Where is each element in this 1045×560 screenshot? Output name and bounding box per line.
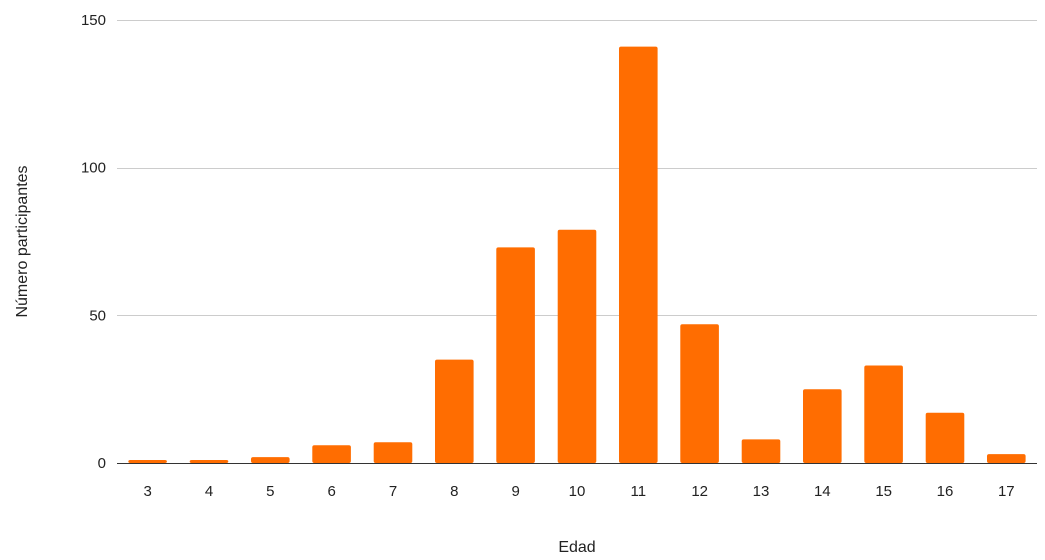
bar-14 — [803, 389, 842, 463]
bar-17 — [987, 454, 1026, 463]
bar-16 — [926, 413, 965, 463]
x-tick-label: 10 — [569, 483, 586, 500]
x-tick-label: 13 — [753, 483, 770, 500]
x-tick-label: 9 — [512, 483, 520, 500]
bar-4 — [190, 460, 229, 463]
y-axis-title: Número participantes — [14, 165, 31, 317]
x-tick-label: 14 — [814, 483, 831, 500]
bar-3 — [128, 460, 167, 463]
x-tick-label: 16 — [937, 483, 954, 500]
bar-5 — [251, 457, 290, 463]
y-tick-label: 100 — [81, 160, 106, 177]
x-tick-label: 17 — [998, 483, 1015, 500]
bar-8 — [435, 360, 474, 463]
x-tick-label: 8 — [450, 483, 458, 500]
bar-12 — [680, 324, 719, 463]
x-tick-label: 5 — [266, 483, 274, 500]
x-tick-label: 4 — [205, 483, 213, 500]
bar-7 — [374, 442, 413, 463]
y-tick-label: 0 — [98, 455, 106, 472]
x-tick-label: 3 — [144, 483, 152, 500]
x-tick-label: 11 — [631, 483, 647, 500]
x-tick-labels: 3 4 5 6 7 8 9 10 11 12 13 14 15 16 17 — [144, 483, 1015, 500]
y-tick-label: 150 — [81, 12, 106, 29]
bar-10 — [558, 230, 597, 463]
x-axis-title: Edad — [558, 539, 595, 556]
bars — [128, 47, 1025, 463]
bar-13 — [742, 439, 781, 463]
x-tick-label: 6 — [328, 483, 336, 500]
x-tick-label: 12 — [691, 483, 708, 500]
x-tick-label: 7 — [389, 483, 397, 500]
y-tick-label: 50 — [89, 307, 106, 324]
bar-6 — [312, 445, 351, 463]
bar-15 — [864, 366, 903, 464]
bar-9 — [496, 247, 535, 463]
x-tick-label: 15 — [875, 483, 892, 500]
bar-11 — [619, 47, 658, 463]
y-tick-labels: 0 50 100 150 — [81, 12, 106, 472]
